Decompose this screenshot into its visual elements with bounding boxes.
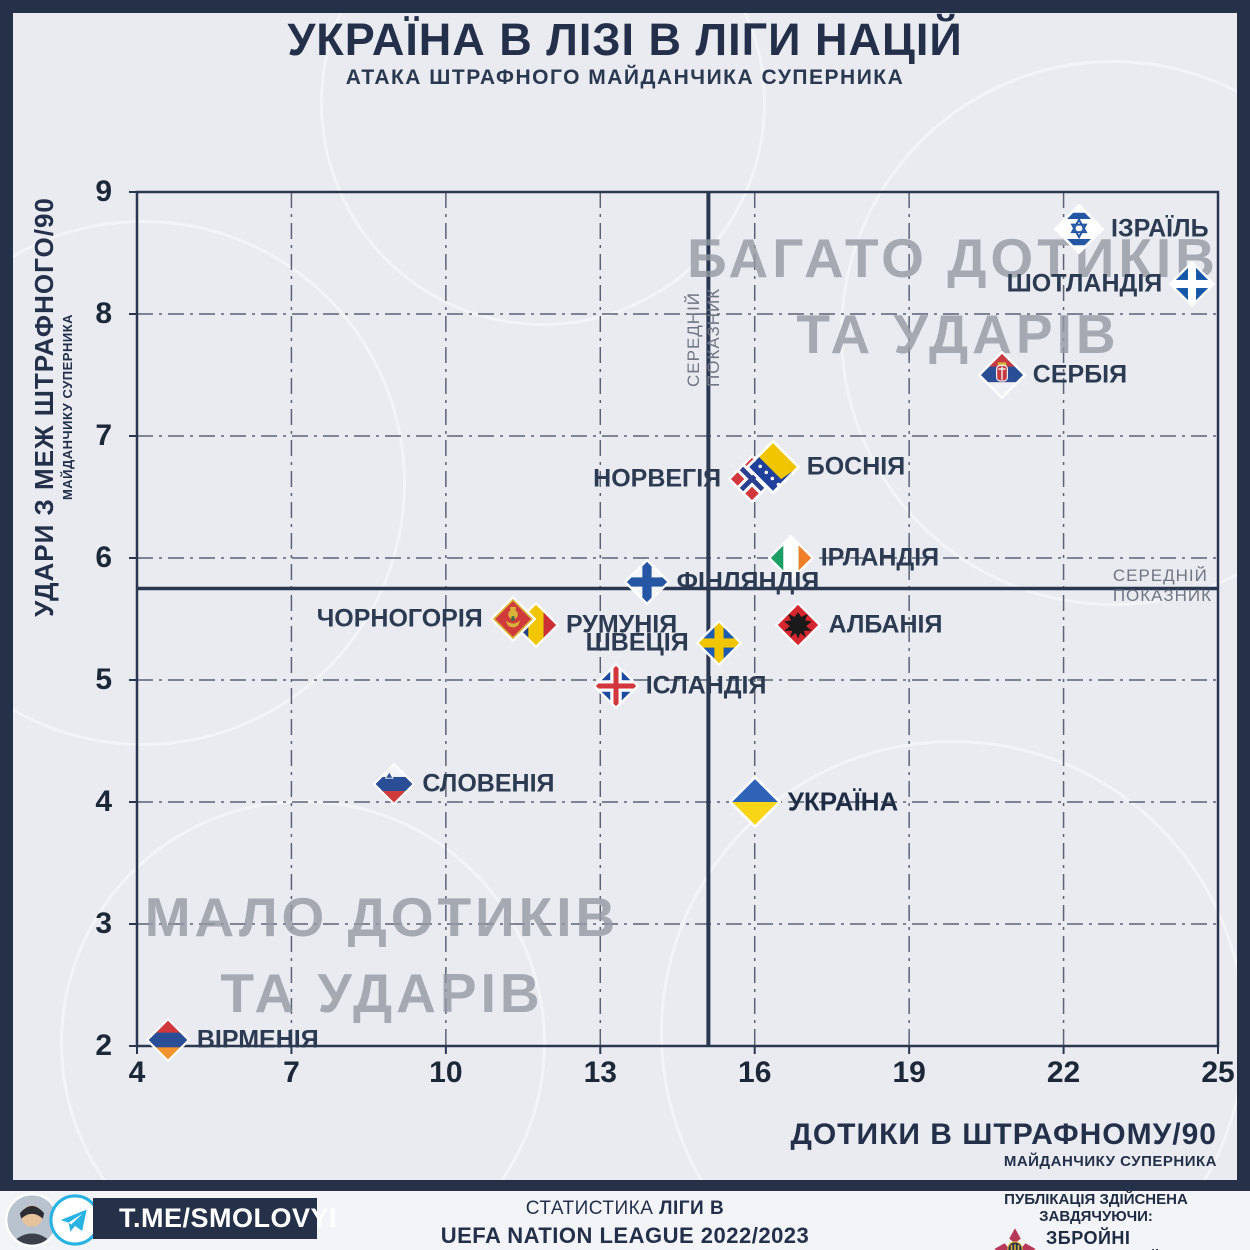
footer-divider — [0, 1180, 1250, 1191]
credit-heading: ПУБЛІКАЦІЯ ЗДІЙСНЕНА ЗАВДЯЧУЮЧИ: — [1004, 1191, 1188, 1225]
page-title: УКРАЇНА В ЛІЗІ В ЛІГИ НАЦІЙ — [287, 14, 963, 65]
average-line-horizontal-label: СЕРЕДНІЙ ПОКАЗНИК — [1112, 566, 1212, 605]
ukraine-flag-icon — [728, 775, 782, 829]
montenegro-flag-icon — [489, 595, 537, 643]
bosnia-flag-icon — [745, 438, 801, 495]
x-tick-label-7: 7 — [283, 1056, 300, 1089]
channel-link: T.ME/SMOLOVYI — [93, 1198, 337, 1239]
data-point-label-norway: НОРВЕГІЯ — [593, 464, 722, 493]
y-axis-title-sub: МАЙДАНЧИКУ СУПЕРНИКА — [60, 313, 75, 501]
stats-line1-bold: ЛІГИ В — [659, 1198, 725, 1219]
y-axis-title: УДАРИ З МЕЖ ШТРАФНОГО/90 МАЙДАНЧИКУ СУПЕ… — [29, 147, 75, 667]
data-point-label-bosnia: БОСНІЯ — [806, 452, 906, 480]
average-line-vertical-label: СЕРЕДНІЙ ПОКАЗНИК — [684, 287, 723, 387]
x-axis-title-main: ДОТИКИ В ШТРАФНОМУ/90 — [790, 1118, 1217, 1151]
data-point-label-israel: ІЗРАЇЛЬ — [1111, 214, 1209, 243]
data-point-ireland — [767, 534, 815, 582]
data-point-albania — [774, 601, 822, 649]
quadrant-label-top-right-line2: ТА УДАРІВ — [796, 303, 1120, 365]
x-tick-label-13: 13 — [583, 1056, 617, 1089]
slovenia-flag-icon — [372, 762, 416, 806]
y-tick-label-3: 3 — [95, 907, 112, 940]
data-point-label-slovenia: СЛОВЕНІЯ — [422, 769, 555, 798]
data-point-ukraine — [728, 775, 782, 829]
data-point-finland — [623, 558, 671, 606]
serbia-flag-icon — [977, 350, 1027, 400]
data-point-bosnia — [745, 438, 801, 495]
x-tick-label-16: 16 — [738, 1056, 772, 1089]
y-tick-label-8: 8 — [95, 297, 112, 330]
x-axis-title-sub: МАЙДАНЧИКУ СУПЕРНИКА — [1003, 1153, 1217, 1170]
x-axis-title: ДОТИКИ В ШТРАФНОМУ/90 МАЙДАНЧИКУ СУПЕРНИ… — [790, 1118, 1217, 1170]
frame-top — [0, 0, 1250, 13]
x-tick-label-19: 19 — [892, 1056, 926, 1089]
data-point-scotland — [1168, 260, 1216, 307]
data-point-label-serbia: СЕРБІЯ — [1032, 360, 1128, 389]
frame-left — [0, 0, 13, 1180]
data-point-label-montenegro: ЧОРНОГОРІЯ — [316, 604, 483, 633]
data-point-iceland — [592, 662, 640, 710]
data-point-label-sweden: ШВЕЦІЯ — [585, 628, 689, 657]
ireland-flag-icon — [767, 534, 815, 582]
stats-line2: UEFA NATION LEAGUE 2022/2023 — [440, 1223, 810, 1248]
data-point-label-albania: АЛБАНІЯ — [828, 610, 943, 639]
x-tick-label-4: 4 — [128, 1056, 146, 1089]
data-point-label-iceland: ІСЛАНДІЯ — [645, 671, 767, 700]
credit-name-line1: ЗБРОЙНІ — [1046, 1228, 1131, 1249]
footer-stats: СТАТИСТИКА ЛІГИ В UEFA NATION LEAGUE 202… — [441, 1198, 810, 1249]
frame-right — [1237, 0, 1250, 1180]
y-tick-label-7: 7 — [95, 419, 112, 452]
data-point-label-scotland: ШОТЛАНДІЯ — [1006, 269, 1163, 297]
albania-flag-icon — [774, 601, 822, 649]
y-tick-label-6: 6 — [95, 541, 112, 574]
x-tick-label-25: 25 — [1201, 1056, 1235, 1089]
iceland-flag-icon — [592, 662, 640, 710]
data-point-label-ukraine: УКРАЇНА — [787, 786, 899, 817]
quadrant-label-bottom-left-line2: ТА УДАРІВ — [220, 962, 544, 1024]
armenia-flag-icon — [145, 1017, 191, 1063]
data-point-label-finland: ФІНЛЯНДІЯ — [676, 567, 820, 596]
finland-flag-icon — [623, 558, 671, 606]
data-point-label-ireland: ІРЛАНДІЯ — [820, 543, 940, 572]
y-tick-label-9: 9 — [95, 175, 112, 208]
page-subtitle: АТАКА ШТРАФНОГО МАЙДАНЧИКА СУПЕРНИКА — [345, 66, 905, 89]
y-tick-label-5: 5 — [95, 663, 112, 696]
data-point-label-romania: РУМУНІЯ — [565, 610, 678, 639]
israel-flag-icon — [1053, 203, 1105, 255]
stats-line1-regular: СТАТИСТИКА — [525, 1198, 660, 1219]
x-tick-label-22: 22 — [1046, 1056, 1081, 1089]
data-point-slovenia — [372, 762, 416, 806]
quadrant-label-top-right-line1: БАГАТО ДОТИКІВ — [687, 227, 1219, 289]
y-axis-title-main: УДАРИ З МЕЖ ШТРАФНОГО/90 — [29, 197, 59, 617]
footer: T.ME/SMOLOVYI СТАТИСТИКА ЛІГИ В UEFA NAT… — [0, 1191, 1250, 1250]
quadrant-label-bottom-left-line1: МАЛО ДОТИКІВ — [144, 886, 620, 948]
data-point-israel — [1053, 203, 1105, 255]
data-point-sweden — [695, 619, 743, 667]
data-point-montenegro — [489, 595, 537, 643]
credit-block: ПУБЛІКАЦІЯ ЗДІЙСНЕНА ЗАВДЯЧУЮЧИ: ЗБРОЙНІ… — [946, 1191, 1246, 1250]
sweden-flag-icon — [695, 619, 743, 667]
x-tick-label-10: 10 — [429, 1056, 463, 1089]
y-tick-label-4: 4 — [95, 785, 112, 818]
armed-forces-emblem-icon — [994, 1228, 1036, 1250]
y-tick-label-2: 2 — [95, 1029, 112, 1062]
data-point-serbia — [977, 350, 1027, 400]
data-point-label-armenia: ВІРМЕНІЯ — [196, 1025, 319, 1054]
scotland-flag-icon — [1168, 260, 1216, 307]
data-point-armenia — [145, 1017, 191, 1063]
